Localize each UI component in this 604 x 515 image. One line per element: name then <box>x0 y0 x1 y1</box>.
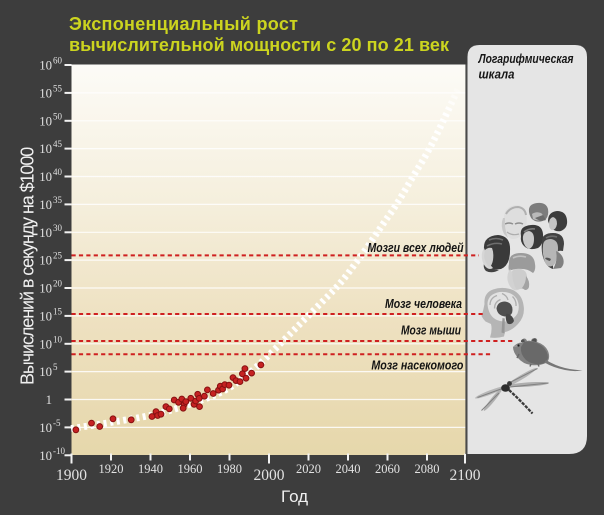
svg-text:10: 10 <box>39 198 52 212</box>
svg-text:10: 10 <box>39 114 52 128</box>
svg-text:15: 15 <box>53 306 63 316</box>
svg-text:2000: 2000 <box>254 467 285 484</box>
svg-text:Мозг насекомого: Мозг насекомого <box>371 358 463 373</box>
svg-text:вычислительной мощности с 20 п: вычислительной мощности с 20 по 21 век <box>69 35 450 55</box>
svg-text:-5: -5 <box>53 418 61 428</box>
svg-text:35: 35 <box>53 195 63 205</box>
svg-text:10: 10 <box>53 334 63 344</box>
svg-text:10: 10 <box>39 86 52 100</box>
svg-text:Мозги всех людей: Мозги всех людей <box>368 240 464 255</box>
svg-text:10: 10 <box>39 337 52 351</box>
svg-text:2060: 2060 <box>375 462 400 476</box>
svg-text:Вычислений в секунду на $1000: Вычислений в секунду на $1000 <box>18 147 38 385</box>
svg-text:10: 10 <box>39 170 52 184</box>
svg-text:Год: Год <box>281 487 308 506</box>
svg-text:10: 10 <box>39 142 52 156</box>
svg-text:10: 10 <box>39 365 52 379</box>
svg-text:25: 25 <box>53 251 63 261</box>
svg-text:10: 10 <box>39 226 52 240</box>
svg-text:2100: 2100 <box>450 467 481 484</box>
svg-text:45: 45 <box>53 139 63 149</box>
svg-text:10: 10 <box>39 309 52 323</box>
svg-text:1940: 1940 <box>138 462 163 476</box>
svg-text:2080: 2080 <box>415 462 440 476</box>
svg-text:10: 10 <box>39 449 52 463</box>
svg-text:20: 20 <box>53 279 63 289</box>
svg-text:Мозг мыши: Мозг мыши <box>401 323 461 338</box>
svg-text:10: 10 <box>39 421 52 435</box>
svg-text:10: 10 <box>39 282 52 296</box>
svg-text:Мозг человека: Мозг человека <box>385 296 462 311</box>
svg-text:40: 40 <box>53 167 63 177</box>
svg-text:5: 5 <box>53 362 58 372</box>
svg-text:Логарифмическая: Логарифмическая <box>478 51 574 66</box>
svg-text:1960: 1960 <box>178 462 203 476</box>
svg-text:50: 50 <box>53 111 63 121</box>
svg-text:55: 55 <box>53 83 63 93</box>
svg-text:1920: 1920 <box>99 462 124 476</box>
svg-text:10: 10 <box>39 254 52 268</box>
svg-text:10: 10 <box>39 59 52 73</box>
svg-text:шкала: шкала <box>479 67 515 82</box>
svg-text:2020: 2020 <box>296 462 321 476</box>
svg-text:60: 60 <box>53 56 63 66</box>
svg-text:1: 1 <box>46 393 52 407</box>
svg-text:1980: 1980 <box>217 462 242 476</box>
svg-text:-10: -10 <box>53 446 65 456</box>
svg-text:1900: 1900 <box>56 467 87 484</box>
svg-text:Экспоненциальный рост: Экспоненциальный рост <box>69 14 298 34</box>
svg-text:2040: 2040 <box>336 462 361 476</box>
svg-text:30: 30 <box>53 223 63 233</box>
